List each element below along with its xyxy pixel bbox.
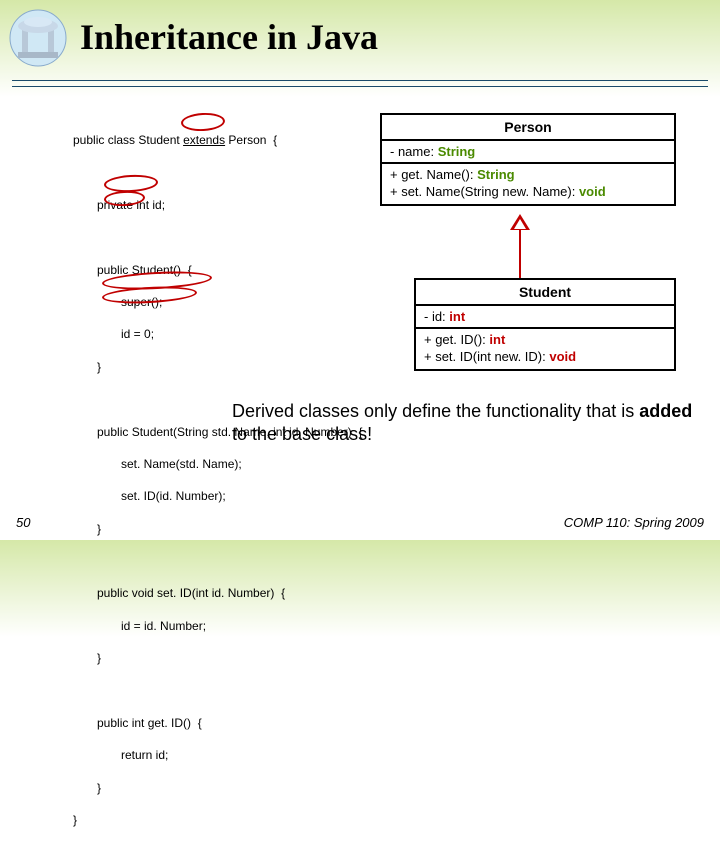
uml-type: void: [549, 349, 576, 364]
divider-line: [12, 86, 708, 87]
uml-type: int: [449, 309, 465, 324]
uml-text: - id:: [424, 309, 449, 324]
uml-attribute: - name: String: [382, 141, 674, 164]
uml-class-title: Person: [382, 115, 674, 141]
inheritance-arrow: [510, 212, 530, 282]
uml-text: + get. ID():: [424, 332, 489, 347]
code-text: public void set. ID(int id. Number) {: [97, 585, 362, 601]
code-keyword: extends: [183, 133, 225, 147]
uml-type: String: [477, 167, 515, 182]
code-text: }: [97, 359, 362, 375]
slide-title: Inheritance in Java: [80, 16, 378, 58]
code-text: id = 0;: [121, 326, 362, 342]
code-text: Person {: [225, 133, 277, 147]
code-text: set. Name(std. Name);: [121, 456, 362, 472]
code-text: return id;: [121, 747, 362, 763]
uml-person-box: Person - name: String + get. Name(): Str…: [380, 113, 676, 206]
uml-type: String: [438, 144, 476, 159]
divider-line: [12, 80, 708, 81]
corner-logo: [8, 8, 68, 68]
uml-student-box: Student - id: int + get. ID(): int + set…: [414, 278, 676, 371]
text-bold: added: [639, 401, 692, 421]
uml-text: + get. Name():: [390, 167, 477, 182]
code-text: }: [73, 812, 362, 828]
code-text: set. ID(id. Number);: [121, 488, 362, 504]
page-number: 50: [16, 515, 30, 530]
uml-class-title: Student: [416, 280, 674, 306]
course-label: COMP 110: Spring 2009: [564, 515, 704, 530]
code-text: }: [97, 780, 362, 796]
code-text: public class Student: [73, 133, 183, 147]
uml-text: + set. ID(int new. ID):: [424, 349, 549, 364]
code-text: id = id. Number;: [121, 618, 362, 634]
code-text: }: [97, 521, 362, 537]
text-span: to the base class!: [232, 424, 372, 444]
uml-text: - name:: [390, 144, 438, 159]
code-block: public class Student extends Person { pr…: [73, 116, 362, 844]
uml-type: void: [579, 184, 606, 199]
uml-methods: + get. ID(): int + set. ID(int new. ID):…: [416, 329, 674, 369]
code-text: public int get. ID() {: [97, 715, 362, 731]
text-span: Derived classes only define the function…: [232, 401, 639, 421]
uml-type: int: [489, 332, 505, 347]
uml-text: + set. Name(String new. Name):: [390, 184, 579, 199]
callout-text: Derived classes only define the function…: [232, 400, 702, 447]
uml-attribute: - id: int: [416, 306, 674, 329]
code-text: }: [97, 650, 362, 666]
uml-methods: + get. Name(): String + set. Name(String…: [382, 164, 674, 204]
